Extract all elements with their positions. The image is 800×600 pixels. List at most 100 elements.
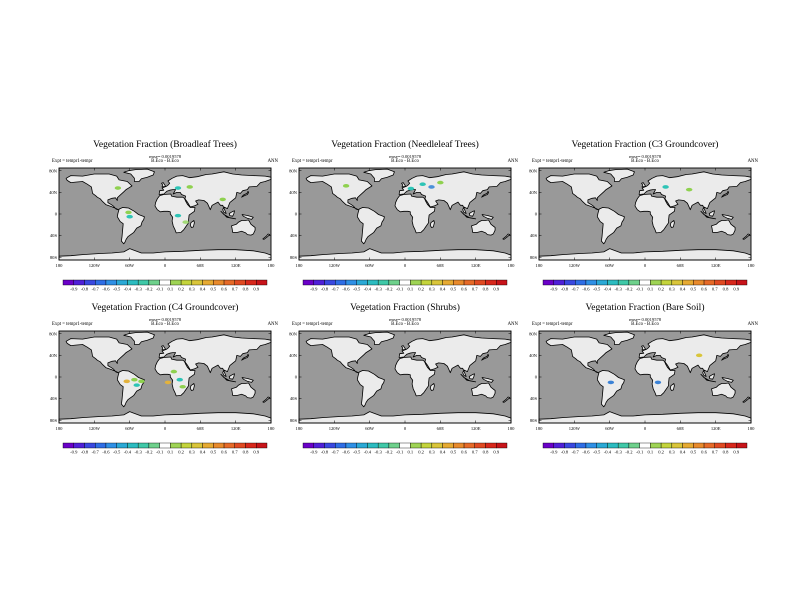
colorbar-box (256, 279, 268, 286)
land-japan (721, 190, 730, 198)
colorbar-label: -0.9 (70, 287, 78, 292)
chart-panel-5: Vegetation Fraction (Bare Soil) rmse= 0.0… (525, 303, 765, 478)
colorbar-label: 0.4 (680, 287, 686, 292)
colorbar-box (223, 442, 235, 449)
colorbar-label: 0.8 (483, 450, 489, 455)
colorbar-label: -0.6 (102, 450, 110, 455)
difference-label: B.Eco - B.Eco (391, 159, 419, 164)
colorbar-box (639, 279, 651, 286)
colorbar-box (639, 442, 651, 449)
colorbar-label: 0.1 (167, 287, 173, 292)
land-north-america (65, 336, 133, 374)
land-japan (721, 353, 730, 361)
colorbar-label: 0.9 (733, 450, 739, 455)
colorbar-box (485, 442, 497, 449)
lon-tick-label: 60W (605, 263, 615, 268)
rmse-label: rmse= 0.0019578 (148, 154, 182, 159)
land-uk (161, 345, 166, 351)
colorbar-label: 0.6 (701, 287, 707, 292)
lon-tick-label: 60E (197, 263, 205, 268)
land-new-guinea (241, 214, 254, 220)
colorbar-label: -0.5 (353, 450, 361, 455)
chart-title: Vegetation Fraction (Bare Soil) (585, 303, 705, 313)
colorbar-label: 0.8 (483, 287, 489, 292)
colorbar-label: -0.1 (636, 450, 644, 455)
lat-tick-label: 40S (290, 396, 298, 401)
anomaly-blob (170, 369, 178, 374)
colorbar-box (596, 442, 608, 449)
colorbar-box (180, 442, 193, 449)
colorbar-label: -0.3 (615, 287, 623, 292)
land-eurasia (398, 334, 512, 377)
colorbar-box (170, 279, 182, 286)
season-label: ANN (507, 322, 518, 327)
land-japan (481, 190, 490, 198)
colorbar-box (377, 279, 390, 286)
land-antarctica (298, 248, 512, 261)
colorbar-label: -0.5 (593, 287, 601, 292)
colorbar-label: 0.6 (221, 450, 227, 455)
colorbar-label: -0.8 (321, 450, 329, 455)
land-antarctica (538, 411, 752, 424)
colorbar-box (553, 442, 565, 449)
land-north-america (305, 173, 373, 211)
lat-tick-label: 0 (295, 375, 298, 380)
colorbar-box (596, 279, 608, 286)
colorbar-label: 0.2 (658, 287, 664, 292)
colorbar-label: 0.9 (253, 287, 259, 292)
lon-tick-label: 120E (711, 426, 721, 431)
anomaly-blob (176, 377, 183, 382)
difference-label: B.Eco - B.Eco (151, 322, 179, 327)
lat-tick-label: 80N (49, 331, 58, 336)
colorbar-label: -0.4 (364, 287, 372, 292)
colorbar-box (496, 442, 508, 449)
colorbar-box (73, 442, 85, 449)
anomaly-blob (342, 184, 350, 188)
land-antarctica (298, 411, 512, 424)
lon-tick-label: 180 (748, 426, 756, 431)
anomaly-blob (164, 380, 172, 385)
lat-tick-label: 0 (295, 212, 298, 217)
land-antarctica (58, 411, 272, 424)
colorbar-label: -0.5 (593, 450, 601, 455)
colorbar-box (671, 279, 683, 286)
anomaly-blob (182, 220, 189, 224)
colorbar-box (335, 279, 347, 286)
colorbar-box (137, 442, 150, 449)
land-indonesia (700, 210, 717, 220)
land-indonesia (460, 373, 477, 383)
colorbar-label: 0.9 (493, 450, 499, 455)
season-label: ANN (507, 159, 518, 164)
lon-tick-label: 120E (471, 263, 481, 268)
colorbar-box (127, 442, 139, 449)
colorbar-box (313, 442, 325, 449)
land-australia (711, 219, 736, 236)
colorbar-label: 0.4 (200, 450, 206, 455)
lat-tick-label: 40S (50, 233, 58, 238)
lon-tick-label: 0 (644, 263, 647, 268)
colorbar-label: -0.7 (332, 450, 340, 455)
colorbar-box (714, 442, 726, 449)
colorbar-box (345, 442, 357, 449)
colorbar-label: -0.7 (332, 287, 340, 292)
lat-tick-label: 40N (289, 353, 298, 358)
colorbar-box (234, 279, 246, 286)
colorbar-label: -0.6 (342, 450, 350, 455)
colorbar-label: 0.7 (232, 450, 238, 455)
colorbar-label: -0.4 (604, 450, 612, 455)
land-new-guinea (481, 214, 494, 220)
experiment-label: Expt = tempr1-tempr (532, 322, 573, 327)
land-africa (634, 193, 676, 234)
lat-tick-label: 80S (50, 255, 58, 260)
colorbar-label: -0.9 (310, 287, 318, 292)
land-north-america (545, 173, 613, 211)
colorbar-box (542, 442, 554, 449)
colorbar-box (617, 442, 630, 449)
land-australia (711, 382, 736, 399)
lat-tick-label: 80N (529, 168, 538, 173)
colorbar-label: -0.7 (572, 287, 580, 292)
colorbar-box (693, 442, 705, 449)
